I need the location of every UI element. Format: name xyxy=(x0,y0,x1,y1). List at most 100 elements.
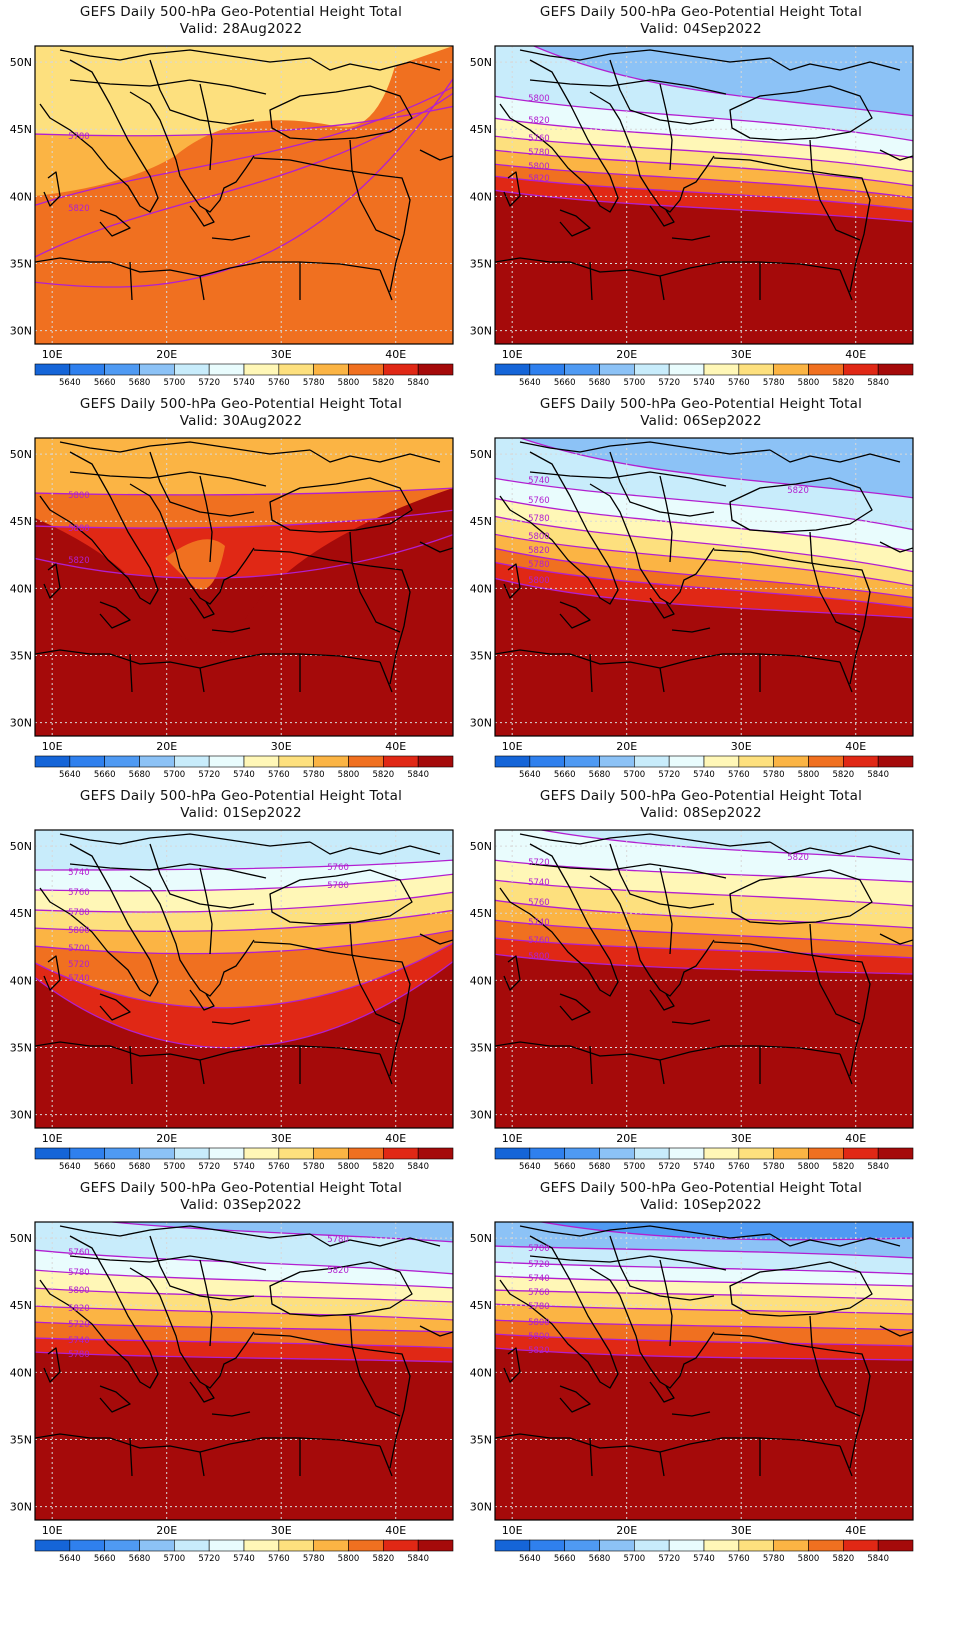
coastline xyxy=(649,1381,675,1403)
lat-label: 30N xyxy=(10,325,32,338)
lon-label: 30E xyxy=(731,348,752,361)
colorbar-label: 5700 xyxy=(624,378,646,388)
coastline xyxy=(149,843,255,909)
panel-title: GEFS Daily 500-hPa Geo-Potential Height … xyxy=(539,4,863,20)
contour-line xyxy=(495,1261,913,1275)
lat-label: 40N xyxy=(470,1366,492,1379)
contour-line xyxy=(495,163,913,199)
coastline xyxy=(809,923,861,1025)
colorbar-box xyxy=(69,363,105,376)
lat-label: 45N xyxy=(470,1299,492,1312)
coastline xyxy=(671,1019,711,1025)
height-band xyxy=(35,46,453,344)
colorbar-label: 5820 xyxy=(833,378,855,388)
coastline xyxy=(559,1385,591,1413)
colorbar-label: 5740 xyxy=(233,1162,255,1172)
colorbar-box xyxy=(773,363,809,376)
contour-label: 5760 xyxy=(68,888,90,898)
colorbar-label: 5820 xyxy=(833,1554,855,1564)
colorbar-box xyxy=(208,755,245,768)
lon-label: 20E xyxy=(616,740,637,753)
contour-label: 5780 xyxy=(327,881,349,891)
colorbar-box xyxy=(174,1539,210,1552)
contour-label: 5760 xyxy=(528,898,550,908)
coastline xyxy=(713,941,871,1077)
colorbar-box xyxy=(529,755,565,768)
contour-line xyxy=(495,899,913,929)
lat-label: 30N xyxy=(470,1109,492,1122)
colorbar-box xyxy=(703,755,740,768)
coastline xyxy=(499,451,619,605)
lon-label: 30E xyxy=(271,1132,292,1145)
lat-label: 30N xyxy=(10,1109,32,1122)
lon-label: 10E xyxy=(502,1524,523,1537)
lon-label: 20E xyxy=(156,1132,177,1145)
coastline xyxy=(729,85,873,141)
contour-label: 5800 xyxy=(528,1332,550,1342)
colorbar-label: 5820 xyxy=(373,770,395,780)
panel-valid-date: Valid: 28Aug2022 xyxy=(179,21,303,37)
colorbar-box xyxy=(877,363,914,376)
colorbar-box xyxy=(417,1539,454,1552)
lon-label: 30E xyxy=(731,740,752,753)
map-plot: 5720 5740 5760 5780 5800 5820 5780 5800 5820 50N 4… xyxy=(470,437,914,780)
lat-label: 45N xyxy=(10,515,32,528)
colorbar-box xyxy=(668,363,705,376)
colorbar-label: 5760 xyxy=(728,770,750,780)
contour-label: 5760 xyxy=(68,1248,90,1258)
coastline xyxy=(129,653,393,693)
colorbar-box xyxy=(243,1147,280,1160)
colorbar-box xyxy=(139,755,175,768)
colorbar-label: 5760 xyxy=(728,1554,750,1564)
colorbar-box xyxy=(278,363,314,376)
coastline xyxy=(269,1261,413,1317)
height-band xyxy=(35,488,453,736)
contour-line xyxy=(35,1305,453,1321)
map-frame xyxy=(494,829,914,1129)
colorbar-label: 5800 xyxy=(798,378,820,388)
lat-label: 40N xyxy=(10,190,32,203)
colorbar-label: 5800 xyxy=(798,770,820,780)
contour-label: 5740 xyxy=(528,1274,550,1284)
lon-label: 30E xyxy=(731,1524,752,1537)
coastline xyxy=(199,83,213,171)
contour-label: 5800 xyxy=(528,532,550,542)
colorbar-label: 5740 xyxy=(233,770,255,780)
coastline xyxy=(713,1333,871,1469)
colorbar-label: 5760 xyxy=(268,1162,290,1172)
lon-label: 40E xyxy=(385,1132,406,1145)
colorbar-label: 5700 xyxy=(164,378,186,388)
colorbar-box xyxy=(668,1539,705,1552)
coastline xyxy=(129,483,255,605)
coastline xyxy=(39,451,159,605)
contour-line xyxy=(495,879,913,907)
contour-label: 5780 xyxy=(327,1235,349,1245)
colorbar-box xyxy=(494,1147,531,1160)
contour-line xyxy=(495,117,913,159)
lat-label: 35N xyxy=(10,257,32,270)
colorbar-label: 5660 xyxy=(94,1554,116,1564)
coastline xyxy=(189,1381,215,1403)
map-frame xyxy=(34,45,454,345)
coastline xyxy=(199,1259,213,1347)
contour-line xyxy=(495,561,913,609)
colorbar-label: 5820 xyxy=(833,770,855,780)
colorbar-box xyxy=(174,755,210,768)
contour-line xyxy=(495,1303,913,1315)
coastline xyxy=(769,449,901,463)
colorbar-box xyxy=(383,363,419,376)
contour-label: 5800 xyxy=(68,926,90,936)
colorbar-box xyxy=(104,363,140,376)
lon-label: 30E xyxy=(731,1132,752,1145)
colorbar-label: 5840 xyxy=(867,770,889,780)
contour-label: 5780 xyxy=(68,908,90,918)
colorbar-box xyxy=(69,1147,105,1160)
contour-label: 5760 xyxy=(528,1288,550,1298)
height-band xyxy=(35,961,453,1128)
contour-label: 5820 xyxy=(787,853,809,863)
contour-line xyxy=(35,86,453,207)
coastline xyxy=(99,993,131,1021)
colorbar-label: 5780 xyxy=(303,1162,325,1172)
colorbar-box xyxy=(208,1147,245,1160)
coastline xyxy=(769,841,901,855)
